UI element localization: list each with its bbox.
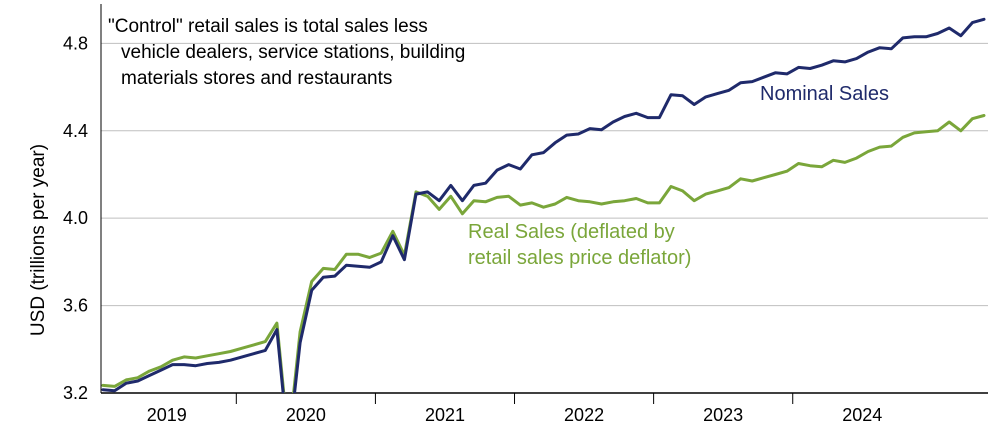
- note-line-3: materials stores and restaurants: [121, 68, 392, 89]
- grid: [101, 42, 988, 307]
- real-sales-line: [101, 114, 986, 393]
- chart-note: "Control" retail sales is total sales le…: [108, 16, 465, 89]
- nominal-sales-line: [101, 17, 986, 393]
- x-tick-label: 2024: [842, 405, 882, 425]
- x-tick-label: 2021: [425, 405, 465, 425]
- note-line-1: "Control" retail sales is total sales le…: [108, 16, 428, 37]
- y-tick-label: 4.8: [63, 33, 88, 53]
- nominal-series-label: Nominal Sales: [760, 83, 889, 105]
- x-axis: 2019 2020 2021 2022 2023 2024: [101, 392, 988, 425]
- real-label-line-1: Real Sales (deflated by: [468, 221, 675, 243]
- real-series-label: Real Sales (deflated by retail sales pri…: [468, 221, 691, 269]
- y-axis: 3.2 3.6 4.0 4.4 4.8: [63, 4, 102, 403]
- y-tick-label: 3.6: [63, 296, 88, 316]
- y-tick-label: 3.2: [63, 383, 88, 403]
- x-tick-label: 2019: [147, 405, 187, 425]
- y-tick-label: 4.4: [63, 121, 88, 141]
- x-tick-label: 2022: [564, 405, 604, 425]
- series-lines: [101, 17, 986, 393]
- x-tick-label: 2023: [703, 405, 743, 425]
- note-line-2: vehicle dealers, service stations, build…: [121, 42, 465, 63]
- y-tick-label: 4.0: [63, 208, 88, 228]
- real-label-line-2: retail sales price deflator): [468, 247, 691, 269]
- x-tick-label: 2020: [286, 405, 326, 425]
- y-axis-title: USD (trillions per year): [28, 144, 49, 336]
